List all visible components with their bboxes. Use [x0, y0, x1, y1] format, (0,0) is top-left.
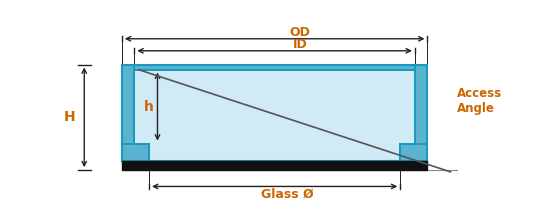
- Polygon shape: [400, 144, 428, 161]
- Text: OD: OD: [289, 26, 310, 39]
- Text: H: H: [64, 110, 76, 124]
- Text: h: h: [144, 100, 153, 114]
- Polygon shape: [122, 64, 134, 161]
- Polygon shape: [149, 144, 400, 161]
- Polygon shape: [122, 161, 428, 170]
- Text: Glass Ø: Glass Ø: [261, 187, 314, 200]
- Polygon shape: [122, 144, 149, 161]
- Text: ID: ID: [292, 38, 307, 51]
- Polygon shape: [415, 64, 428, 161]
- Text: Access
Angle: Access Angle: [457, 87, 502, 116]
- Polygon shape: [134, 70, 415, 144]
- Polygon shape: [122, 64, 428, 70]
